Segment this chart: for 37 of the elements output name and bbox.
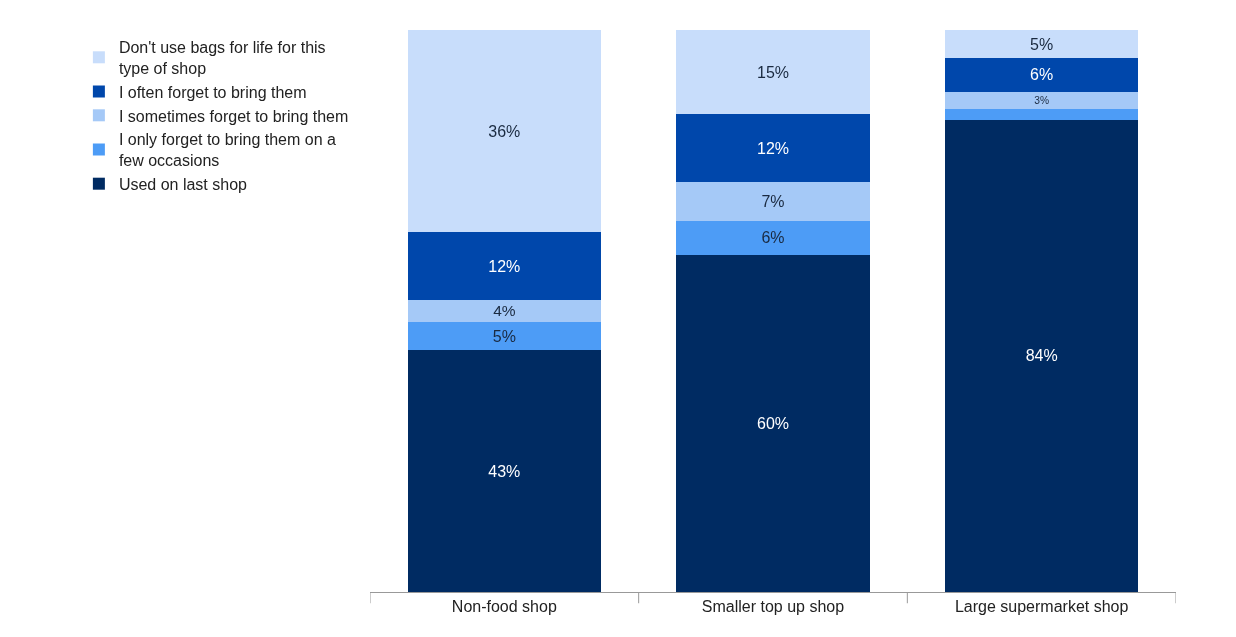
bar	[407, 232, 602, 300]
bar	[944, 30, 1139, 59]
data-label: 4%	[493, 302, 516, 320]
bar	[676, 221, 870, 255]
bar	[407, 299, 602, 323]
bar	[676, 181, 870, 222]
bar	[944, 119, 1139, 592]
legend-label: I sometimes forget to bring them	[118, 107, 349, 125]
data-label: 3%	[1034, 94, 1050, 106]
data-label: 5%	[1030, 35, 1054, 53]
data-label: 12%	[488, 257, 521, 275]
bar	[676, 30, 870, 115]
legend-label: I often forget to bring them	[118, 83, 307, 101]
bar	[407, 322, 602, 351]
x-tick-label: Large supermarket shop	[954, 598, 1129, 616]
data-label: 6%	[1030, 66, 1054, 84]
bar	[944, 108, 1139, 120]
data-label: 7%	[761, 192, 785, 210]
legend-label: Don't use bags for life for this type of shop	[118, 39, 326, 77]
legend-label: I only forget to bring them on a few occasions	[118, 131, 336, 170]
x-tick-label: Non-food shop	[451, 598, 557, 616]
data-label: 5%	[492, 327, 516, 345]
data-label: 84%	[1025, 347, 1058, 365]
data-label: 60%	[756, 414, 790, 432]
bar	[944, 91, 1139, 109]
bar	[407, 350, 602, 592]
legend-label: Used on last shop	[118, 175, 248, 193]
data-label: 43%	[488, 462, 521, 480]
bar	[944, 58, 1139, 92]
data-label: 36%	[488, 122, 521, 140]
bar	[676, 114, 870, 182]
data-label: 6%	[761, 229, 785, 247]
data-label: 15%	[756, 63, 790, 81]
bar	[676, 254, 870, 592]
bar	[407, 30, 602, 233]
data-label: 12%	[756, 139, 790, 157]
x-tick-label: Smaller top up shop	[701, 598, 845, 616]
